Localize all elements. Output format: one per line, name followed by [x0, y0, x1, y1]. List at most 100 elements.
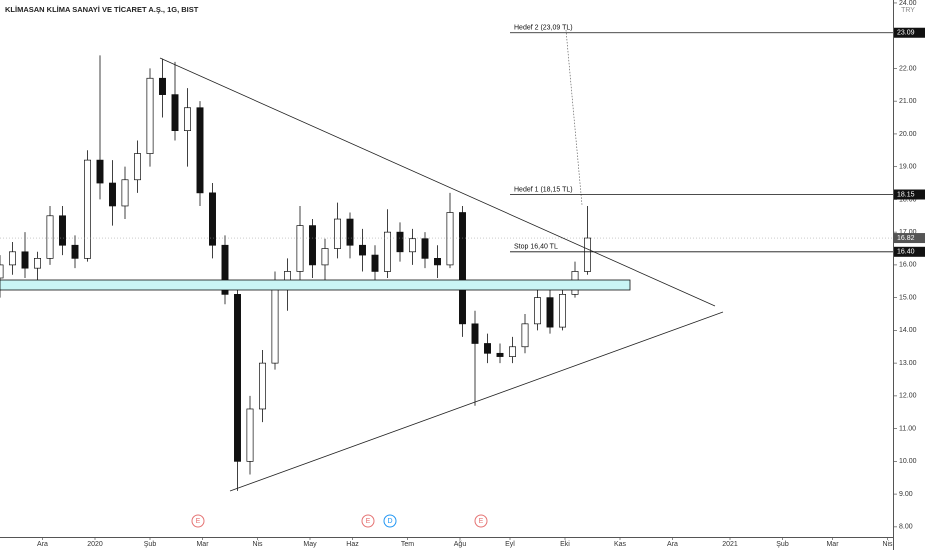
candle-body — [134, 153, 141, 181]
y-tick-label: 21.00 — [899, 98, 917, 105]
x-tick-label: Ara — [667, 541, 678, 548]
y-tick-label: 8.00 — [899, 524, 913, 531]
candle-body — [34, 257, 41, 269]
candle-body — [184, 107, 191, 131]
y-tick-label: 19.00 — [899, 164, 917, 171]
candle-body — [234, 294, 241, 462]
y-tick-label: 10.00 — [899, 458, 917, 465]
event-marker[interactable] — [474, 514, 488, 528]
candle-body — [509, 346, 516, 357]
candle-body — [59, 215, 66, 246]
y-tick-label: 17.00 — [899, 229, 917, 236]
event-marker[interactable] — [361, 514, 375, 528]
candle-body — [96, 159, 104, 184]
x-tick-label: Kas — [614, 541, 627, 548]
candle-body — [309, 225, 316, 266]
candle-body — [9, 251, 16, 266]
candle-body — [584, 237, 591, 272]
x-tick-label: Ağu — [454, 541, 467, 548]
candle-body — [409, 238, 416, 253]
candle-body — [109, 182, 116, 207]
y-tick-label: 11.00 — [899, 425, 916, 432]
x-tick-label: May — [303, 541, 317, 548]
candle-body — [446, 212, 454, 266]
candle-body — [259, 362, 266, 410]
last-price-box — [894, 233, 925, 244]
candle-body — [271, 284, 279, 364]
candle-body — [221, 244, 229, 295]
candle-body — [346, 218, 354, 246]
candle-body — [546, 297, 554, 328]
candle-body — [496, 352, 504, 357]
y-tick-label: 15.00 — [899, 294, 917, 301]
x-tick-label: 2021 — [722, 541, 738, 548]
currency-label: TRY — [901, 7, 915, 14]
x-tick-label: Haz — [346, 541, 359, 548]
candle-body — [121, 179, 129, 207]
candle-body — [371, 254, 379, 272]
projection-line — [565, 29, 583, 206]
candle-body — [334, 218, 341, 249]
price-line-box — [894, 27, 925, 38]
candle-body — [209, 192, 216, 246]
candle-body — [0, 264, 4, 279]
support-zone — [0, 279, 631, 291]
x-tick-label: Şub — [144, 541, 157, 548]
x-tick-label: Ara — [37, 541, 48, 548]
y-tick-label: 18.00 — [899, 196, 917, 203]
price-line-note: Hedef 1 (18,15 TL) — [514, 186, 573, 193]
candle-body — [484, 343, 491, 354]
candle-body — [534, 297, 541, 325]
event-marker[interactable] — [383, 514, 397, 528]
event-label[interactable]: E — [196, 518, 201, 525]
x-tick-label: Nis — [252, 541, 263, 548]
candle-body — [159, 77, 166, 95]
y-tick-label: 13.00 — [899, 360, 917, 367]
candle-body — [459, 212, 466, 325]
event-marker[interactable] — [191, 514, 205, 528]
y-tick-label: 12.00 — [899, 393, 917, 400]
price-line-label: 18.15 — [897, 191, 915, 198]
candle-body — [246, 408, 254, 462]
y-tick-label: 14.00 — [899, 327, 917, 334]
last-price-label: 16.82 — [897, 235, 915, 242]
y-tick-label: 24.00 — [899, 0, 917, 7]
y-tick-label: 9.00 — [899, 491, 913, 498]
y-tick-label: 16.00 — [899, 262, 917, 269]
candle-body — [84, 159, 91, 259]
candle-body — [21, 251, 29, 269]
chart-title: KLİMASAN KLİMA SANAYİ VE TİCARET A.Ş., 1… — [5, 5, 199, 14]
candle-body — [521, 323, 529, 348]
event-label[interactable]: D — [387, 518, 392, 525]
price-line-label: 23.09 — [897, 30, 915, 37]
trendline-lower — [229, 311, 724, 492]
candle-body — [396, 231, 404, 253]
candle-body — [146, 77, 154, 154]
x-tick-label: Mar — [196, 541, 209, 548]
x-tick-label: Eki — [560, 541, 570, 548]
y-tick-label: 20.00 — [899, 131, 917, 138]
candle-body — [359, 244, 366, 256]
candle-body — [321, 248, 329, 266]
price-line-label: 16.40 — [897, 249, 915, 256]
candle-body — [471, 323, 479, 344]
price-line-box — [894, 246, 925, 257]
x-tick-label: 2020 — [87, 541, 103, 548]
candle-body — [421, 238, 429, 259]
candle-body — [434, 257, 441, 266]
x-tick-label: Şub — [776, 541, 789, 548]
x-tick-label: Tem — [401, 541, 414, 548]
y-tick-label: 22.00 — [899, 65, 917, 72]
x-tick-label: Nis — [882, 541, 893, 548]
trendline-upper — [159, 57, 716, 307]
candle-body — [384, 231, 391, 272]
event-label[interactable]: E — [366, 518, 371, 525]
x-tick-label: Eyl — [505, 541, 515, 548]
x-tick-label: Mar — [826, 541, 839, 548]
candle-body — [46, 215, 54, 259]
price-line-box — [894, 189, 925, 200]
candle-body — [71, 244, 79, 259]
event-label[interactable]: E — [479, 518, 484, 525]
candle-body — [171, 94, 179, 131]
